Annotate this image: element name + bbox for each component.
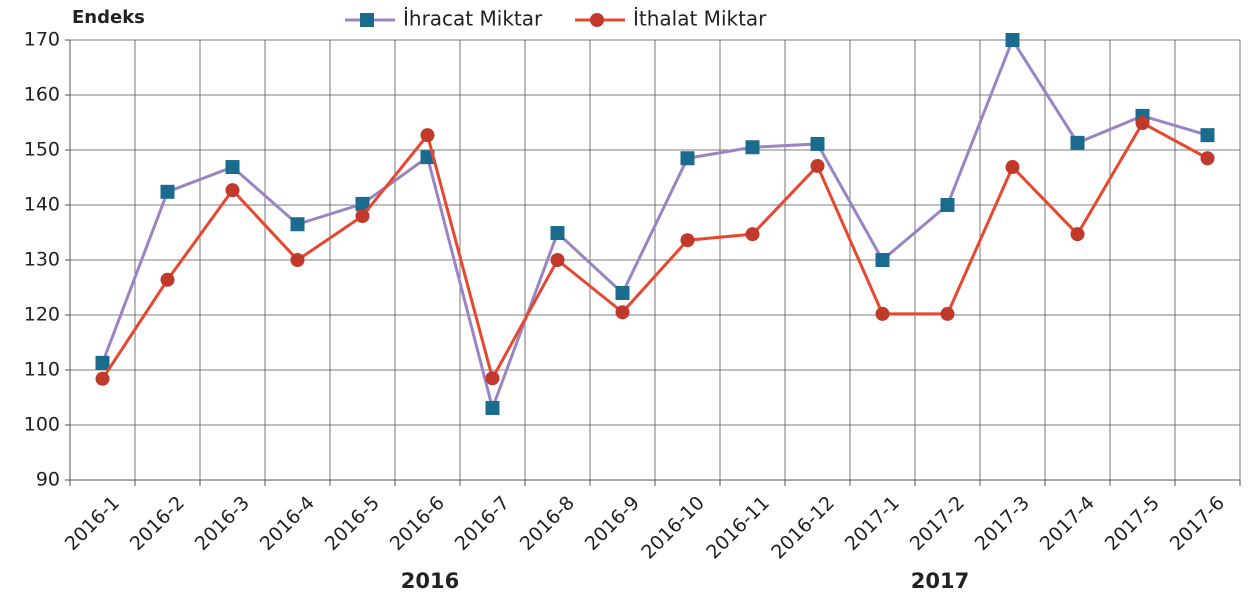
marker — [360, 13, 374, 27]
series-line — [101, 121, 1209, 383]
x-tick-label: 2016-9 — [581, 492, 644, 555]
marker — [420, 128, 435, 143]
marker — [810, 158, 825, 173]
x-tick-label: 2017-3 — [971, 492, 1034, 555]
x-tick-label: 2016-7 — [451, 492, 514, 555]
x-tick-label: 2017-1 — [841, 492, 904, 555]
marker — [485, 400, 500, 415]
marker — [615, 305, 630, 320]
marker — [680, 233, 695, 248]
y-tick-label: 130 — [24, 249, 60, 271]
series-line — [101, 36, 1208, 413]
marker — [615, 286, 630, 300]
marker — [1070, 227, 1085, 242]
marker — [355, 209, 370, 223]
marker — [225, 183, 240, 198]
group-label: 2016 — [401, 569, 459, 593]
x-tick-label: 2016-3 — [191, 492, 254, 555]
marker — [290, 253, 305, 267]
y-tick-label: 160 — [24, 84, 60, 106]
marker — [485, 371, 500, 386]
y-tick-label: 150 — [24, 139, 60, 161]
legend-label: İhracat Miktar — [403, 7, 543, 31]
marker — [680, 151, 695, 166]
marker — [875, 253, 890, 267]
x-tick-label: 2016-10 — [637, 492, 709, 564]
group-label: 2017 — [911, 569, 969, 593]
marker — [1135, 116, 1150, 131]
x-tick-label: 2016-2 — [126, 492, 189, 555]
x-tick-label: 2016-1 — [61, 492, 124, 555]
x-tick-label: 2017-2 — [906, 492, 969, 555]
legend-label: İthalat Miktar — [633, 7, 767, 31]
marker — [160, 272, 175, 287]
x-tick-label: 2016-4 — [256, 492, 319, 555]
marker — [290, 217, 305, 232]
marker — [225, 160, 240, 175]
marker — [590, 13, 604, 27]
x-tick-label: 2017-5 — [1101, 492, 1164, 555]
y-tick-label: 140 — [24, 194, 60, 216]
marker — [1070, 135, 1085, 150]
marker — [95, 355, 110, 370]
x-tick-label: 2017-4 — [1036, 492, 1099, 555]
marker — [1005, 33, 1020, 47]
marker — [1005, 160, 1020, 175]
marker — [940, 198, 955, 212]
marker — [550, 253, 565, 267]
y-tick-label: 110 — [24, 359, 60, 381]
x-tick-label: 2016-8 — [516, 492, 579, 555]
x-tick-label: 2017-6 — [1166, 492, 1229, 555]
x-tick-label: 2016-12 — [767, 492, 839, 564]
y-tick-label: 100 — [24, 414, 60, 436]
marker — [1200, 151, 1215, 166]
marker — [810, 136, 825, 151]
marker — [550, 226, 565, 241]
marker — [745, 227, 760, 242]
marker — [160, 184, 175, 199]
x-tick-label: 2016-6 — [386, 492, 449, 555]
y-tick-label: 90 — [36, 469, 60, 491]
marker — [940, 306, 955, 321]
marker — [355, 196, 370, 211]
y-tick-label: 170 — [24, 29, 60, 51]
y-axis-label: Endeks — [72, 7, 145, 28]
marker — [1200, 128, 1215, 143]
x-tick-label: 2016-5 — [321, 492, 384, 555]
marker — [875, 306, 890, 321]
x-tick-label: 2016-11 — [702, 492, 774, 564]
y-tick-label: 120 — [24, 304, 60, 326]
marker — [95, 371, 110, 386]
marker — [745, 140, 760, 155]
